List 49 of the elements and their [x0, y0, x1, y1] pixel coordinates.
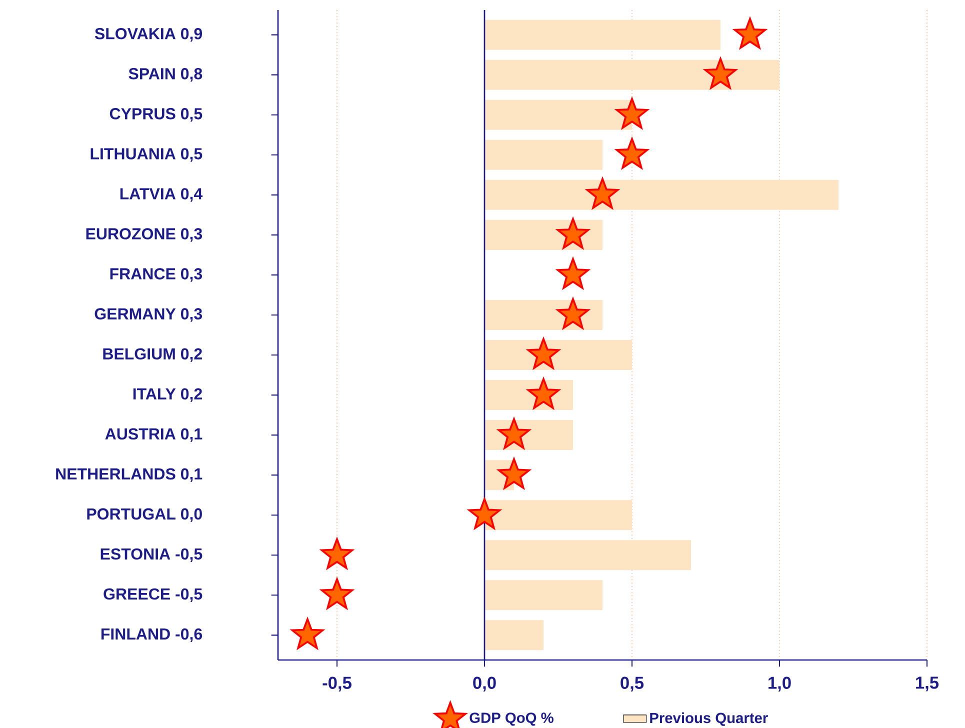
y-tick-label: SLOVAKIA 0,9	[94, 28, 202, 42]
x-tick-label: 0,0	[473, 676, 496, 692]
y-tick-label: FINLAND -0,6	[101, 628, 202, 642]
point	[556, 218, 590, 249]
point	[527, 378, 560, 409]
legend-label: Previous Quarter	[650, 712, 768, 726]
x-tick-label: 0,5	[620, 676, 644, 692]
point	[468, 498, 501, 529]
point	[320, 578, 354, 610]
y-tick-label: GERMANY 0,3	[94, 308, 202, 322]
bar	[484, 540, 691, 570]
point	[498, 458, 530, 489]
bar	[484, 20, 720, 50]
point	[291, 618, 324, 650]
bar	[484, 60, 780, 90]
point	[734, 18, 766, 49]
y-tick-label: LATVIA 0,4	[120, 188, 203, 202]
x-tick-label: 1,0	[768, 676, 791, 692]
legend-label: GDP QoQ %	[470, 712, 554, 726]
y-tick-label: SPAIN 0,8	[128, 68, 202, 82]
x-tick-label: 1,5	[916, 676, 939, 692]
point	[586, 178, 619, 209]
y-tick-label: LITHUANIA 0,5	[90, 148, 202, 162]
point	[556, 258, 590, 289]
bar	[484, 140, 602, 170]
y-tick-label: FRANCE 0,3	[110, 268, 202, 282]
y-tick-label: PORTUGAL 0,0	[87, 508, 202, 522]
point	[704, 58, 737, 89]
y-tick-label: ITALY 0,2	[133, 388, 202, 402]
bar	[484, 620, 544, 650]
y-tick-label: NETHERLANDS 0,1	[56, 468, 202, 482]
y-tick-label: AUSTRIA 0,1	[105, 428, 202, 442]
y-tick-label: GREECE -0,5	[104, 588, 202, 602]
y-tick-label: EUROZONE 0,3	[86, 228, 202, 242]
point	[498, 418, 530, 449]
point	[527, 338, 560, 369]
point	[616, 138, 648, 169]
bar	[484, 100, 632, 130]
bar	[484, 580, 602, 610]
point	[320, 538, 354, 570]
point	[556, 298, 590, 329]
bar	[484, 340, 632, 370]
y-tick-label: CYPRUS 0,5	[110, 108, 202, 122]
y-tick-label: ESTONIA -0,5	[100, 548, 202, 562]
point	[616, 98, 648, 129]
bar	[484, 180, 838, 210]
y-tick-label: BELGIUM 0,2	[103, 348, 202, 362]
bar	[484, 500, 632, 530]
x-tick-label: -0,5	[322, 676, 352, 692]
